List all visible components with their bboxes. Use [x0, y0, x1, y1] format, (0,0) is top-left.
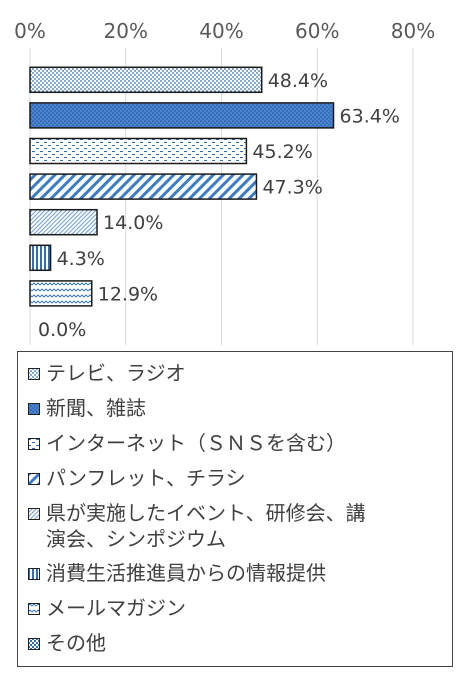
legend-label: 県が実施したイベント、研修会、講 演会、シンポジウム — [46, 501, 366, 551]
legend-swatch — [28, 473, 40, 485]
bar — [29, 208, 98, 236]
legend-item-promoters: 消費生活推進員からの情報提供 — [28, 560, 446, 586]
x-axis-ticks: 0% 20% 40% 60% 80% — [14, 19, 435, 43]
data-label: 12.9% — [98, 283, 158, 305]
x-tick-label: 0% — [14, 19, 46, 43]
data-label: 0.0% — [38, 319, 86, 341]
data-label: 4.3% — [57, 248, 105, 270]
legend-item-newspaper: 新聞、雑誌 — [28, 395, 446, 421]
legend-swatch — [28, 638, 40, 650]
legend-swatch — [28, 603, 40, 615]
legend-label: 新聞、雑誌 — [46, 396, 146, 420]
bar — [29, 137, 248, 165]
x-tick-label: 20% — [104, 19, 148, 43]
bar — [29, 102, 335, 129]
legend-item-other: その他 — [28, 630, 446, 656]
x-tick-label: 40% — [199, 19, 243, 43]
legend-label: メールマガジン — [46, 596, 186, 620]
legend-item-tv-radio: テレビ、ラジオ — [28, 360, 446, 386]
legend-swatch — [28, 508, 40, 520]
legend-label: 消費生活推進員からの情報提供 — [46, 561, 326, 585]
bars — [29, 66, 335, 307]
legend-label: テレビ、ラジオ — [46, 361, 186, 385]
data-label: 48.4% — [268, 70, 328, 92]
x-tick-label: 80% — [391, 19, 435, 43]
legend-label: パンフレット、チラシ — [46, 466, 246, 490]
bar — [29, 244, 52, 272]
data-label: 47.3% — [262, 177, 322, 199]
legend-swatch — [28, 403, 40, 415]
legend-item-internet: インターネット（ＳＮＳを含む） — [28, 430, 446, 456]
legend-label: インターネット（ＳＮＳを含む） — [46, 431, 346, 455]
bar — [29, 173, 258, 200]
bar — [29, 66, 263, 94]
legend-swatch — [28, 438, 40, 450]
data-label: 14.0% — [103, 212, 163, 234]
bar — [29, 280, 93, 307]
legend: テレビ、ラジオ 新聞、雑誌 インターネット（ＳＮＳを含む） パンフレット、チラシ… — [17, 351, 453, 667]
legend-swatch — [28, 568, 40, 580]
x-tick-label: 60% — [295, 19, 339, 43]
data-labels: 48.4% 63.4% 45.2% 47.3% 14.0% 4.3% 12.9% 0.0% — [38, 70, 400, 341]
legend-swatch — [28, 368, 40, 380]
legend-item-mail-magazine: メールマガジン — [28, 595, 446, 621]
legend-item-pamphlet: パンフレット、チラシ — [28, 465, 446, 491]
legend-item-events: 県が実施したイベント、研修会、講 演会、シンポジウム — [28, 500, 446, 552]
data-label: 45.2% — [252, 141, 312, 163]
data-label: 63.4% — [340, 105, 400, 127]
legend-label: その他 — [46, 631, 106, 655]
bar-chart: 0% 20% 40% 60% 80% 48.4% 63.4% 45.2% 47.3% 14.0%… — [14, 19, 435, 345]
